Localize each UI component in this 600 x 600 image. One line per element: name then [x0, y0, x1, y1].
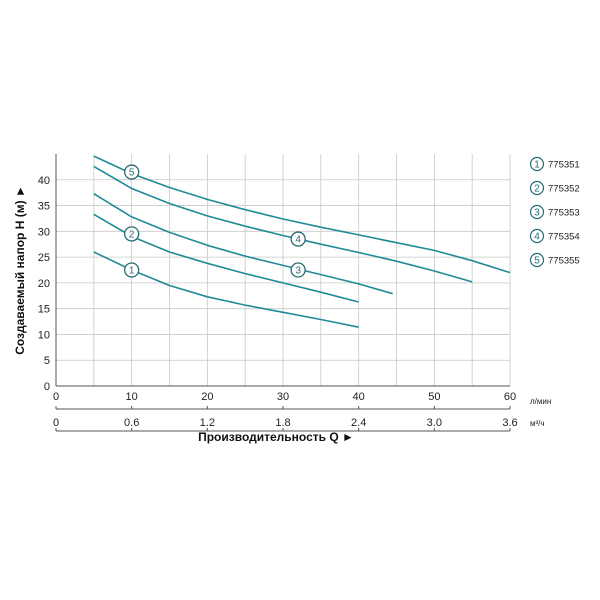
y-axis-label: Создаваемый напор H (м) ►: [13, 185, 27, 355]
legend-badge-4: [529, 228, 545, 244]
legend-badge-3: [529, 204, 545, 220]
curve-badge-2: [124, 226, 140, 242]
legend-entry-775351: 775351: [548, 160, 580, 171]
x-secondary-tick-label: 0: [53, 417, 59, 429]
y-tick-label: 40: [38, 175, 50, 187]
series-line-775355: [93, 155, 511, 274]
legend: 1 775351 2 775352 3 775353 4 775354 5 775355: [529, 156, 580, 268]
curve-badge-label: 2: [129, 229, 135, 240]
x-secondary-tick-label: 1.2: [200, 417, 215, 429]
curve-badges: 1 2 3 4 5: [124, 164, 306, 278]
y-tick-label: 25: [38, 252, 50, 264]
legend-badge-5: [529, 252, 545, 268]
x-tick-label: 30: [277, 391, 289, 403]
series-line-775353: [93, 193, 393, 295]
x-secondary-tick-label: 1.8: [275, 417, 290, 429]
x-tick-label: 50: [428, 391, 440, 403]
curve-badge-4: [290, 231, 306, 247]
y-tick-label: 30: [38, 226, 50, 238]
x-tick-label: 10: [126, 391, 138, 403]
legend-badge-1: [529, 156, 545, 172]
x-secondary-tick-label: 3.0: [427, 417, 442, 429]
y-tick-label: 20: [38, 278, 50, 290]
series-line-775352: [93, 213, 359, 303]
x-tick-label: 40: [353, 391, 365, 403]
x-unit-primary: л/мин: [530, 397, 551, 406]
x-secondary-tick-label: 2.4: [351, 417, 366, 429]
legend-entry-775355: 775355: [548, 256, 580, 267]
legend-entry-775352: 775352: [548, 184, 580, 195]
x-tick-label: 0: [53, 391, 59, 403]
legend-entry-775353: 775353: [548, 208, 580, 219]
legend-badge-label: 2: [534, 184, 540, 195]
x-secondary-tick-label: 0.6: [124, 417, 139, 429]
x-tick-label: 20: [201, 391, 213, 403]
legend-badge-label: 5: [534, 256, 540, 267]
curve-badge-label: 3: [295, 266, 301, 277]
axes: 051015202530354000100.6201.2301.8402.450…: [38, 154, 518, 432]
x-axis-label: Производительность Q ►: [198, 430, 354, 444]
y-tick-label: 0: [44, 381, 50, 393]
x-unit-secondary: м³/ч: [530, 419, 545, 428]
curve-badge-label: 1: [129, 266, 135, 277]
y-tick-label: 15: [38, 304, 50, 316]
curve-badge-3: [290, 262, 306, 278]
y-tick-label: 10: [38, 329, 50, 341]
y-tick-label: 5: [44, 355, 50, 367]
x-secondary-tick-label: 3.6: [502, 417, 517, 429]
curve-badge-1: [124, 262, 140, 278]
legend-badge-2: [529, 180, 545, 196]
series-line-775354: [93, 165, 473, 283]
legend-badge-label: 4: [534, 232, 540, 243]
legend-badge-label: 3: [534, 208, 540, 219]
curve-badge-label: 5: [129, 168, 135, 179]
curve-badge-5: [124, 164, 140, 180]
legend-badge-label: 1: [534, 160, 540, 171]
y-tick-label: 35: [38, 201, 50, 213]
legend-entry-775354: 775354: [548, 232, 580, 243]
curve-badge-label: 4: [295, 235, 301, 246]
x-tick-label: 60: [504, 391, 516, 403]
